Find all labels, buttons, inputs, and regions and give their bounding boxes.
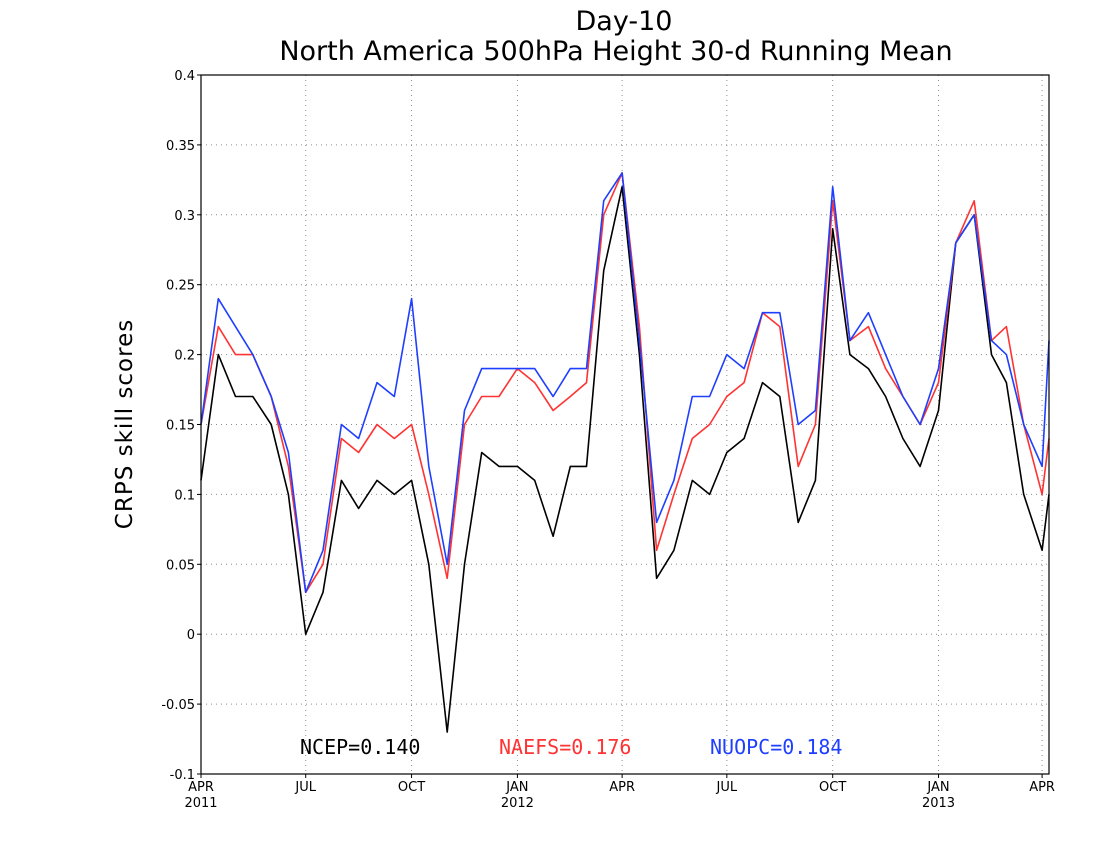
y-tick-label: -0.1: [170, 768, 195, 783]
series-line-nuopc: [200, 172, 1050, 594]
x-tick-label: JAN: [926, 780, 949, 795]
y-axis-label: CRPS skill scores: [112, 319, 138, 529]
x-tick-label: OCT: [819, 780, 846, 795]
y-tick-label: 0: [187, 628, 195, 643]
y-tick-label: 0.05: [166, 558, 195, 573]
x-tick-label: JUL: [716, 780, 738, 795]
x-tick-year-label: 2012: [501, 796, 534, 811]
x-tick-label: JAN: [505, 780, 528, 795]
series-line-ncep: [200, 186, 1050, 733]
y-tick-label: 0.2: [174, 349, 195, 364]
legend-entry-naefs: NAEFS=0.176: [499, 735, 631, 759]
y-tick-label: 0.1: [174, 488, 195, 503]
x-tick-label: JUL: [294, 780, 316, 795]
series-line-naefs: [200, 172, 1050, 594]
x-tick-label: APR: [188, 780, 214, 795]
y-tick-label: 0.25: [166, 279, 195, 294]
chart-subtitle: North America 500hPa Height 30-d Running…: [279, 36, 952, 67]
y-tick-label: -0.05: [161, 698, 195, 713]
y-tick-label: 0.35: [166, 139, 195, 154]
x-tick-label: OCT: [398, 780, 425, 795]
legend: NCEP=0.140 NAEFS=0.176 NUOPC=0.184: [300, 735, 842, 759]
x-tick-label: APR: [609, 780, 635, 795]
x-tick-label: APR: [1029, 780, 1055, 795]
legend-entry-nuopc: NUOPC=0.184: [710, 735, 842, 759]
x-tick-year-label: 2011: [184, 796, 217, 811]
x-tick-year-label: 2013: [922, 796, 955, 811]
y-tick-label: 0.3: [174, 209, 195, 224]
series-group: [200, 172, 1050, 733]
legend-entry-ncep: NCEP=0.140: [300, 735, 420, 759]
y-tick-label: 0.15: [166, 419, 195, 434]
y-axis: -0.1 -0.05 0 0.05 0.1 0.15 0.2 0.25 0.3 0.35 0.4: [161, 69, 201, 783]
y-tick-label: 0.4: [174, 69, 195, 84]
chart-title: Day-10: [576, 6, 673, 37]
grid: [201, 75, 1049, 774]
